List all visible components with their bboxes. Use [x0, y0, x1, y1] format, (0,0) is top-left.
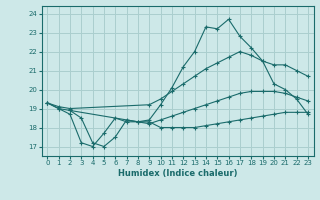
X-axis label: Humidex (Indice chaleur): Humidex (Indice chaleur)	[118, 169, 237, 178]
